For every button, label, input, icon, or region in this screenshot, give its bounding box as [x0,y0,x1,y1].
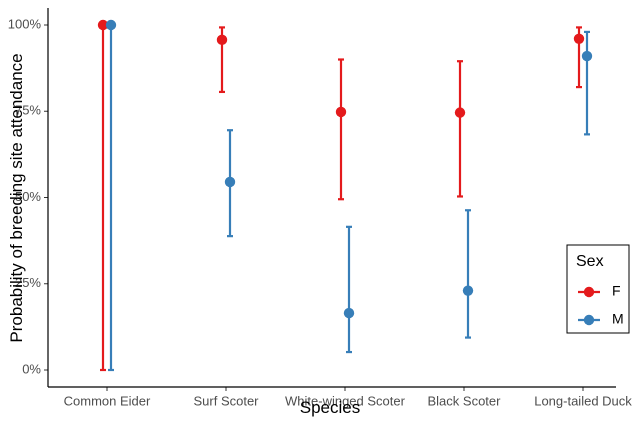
x-axis-ticks: Common Eider Surf Scoter White-winged Scot… [64,387,632,409]
data-point [343,307,355,319]
data-point [105,19,117,31]
x-tick-label: Common Eider [64,394,151,409]
legend-title: Sex [576,253,604,270]
series-M [105,19,593,372]
y-axis-ticks: 0% 25% 50% 75% 100% [8,16,48,376]
x-axis-title: Species [300,398,360,417]
data-point [454,107,466,118]
y-tick-label: 100% [8,16,42,31]
y-tick-label: 50% [15,189,41,204]
legend-key-point [583,314,595,326]
chart-marks [97,19,593,372]
y-tick-label: 0% [22,361,41,376]
data-point [224,176,236,188]
series-F [97,19,585,372]
x-tick-label: Black Scoter [428,394,502,409]
data-point [581,50,593,62]
legend-key-point [583,286,595,298]
y-axis-title: Probability of breeding site attendance [7,53,26,342]
data-point [573,33,585,44]
data-point [97,19,109,31]
legend-box [566,244,630,334]
x-tick-label: Long-tailed Duck [534,394,632,409]
data-point [216,34,228,46]
x-tick-label: Surf Scoter [193,394,259,409]
x-tick-label: White-winged Scoter [285,394,406,409]
y-tick-label: 75% [15,103,41,118]
legend: Sex FM [566,244,630,334]
y-tick-label: 25% [15,275,41,290]
data-point [335,106,347,118]
legend-label: M [612,311,624,327]
legend-label: F [612,283,621,299]
data-point [462,285,474,296]
